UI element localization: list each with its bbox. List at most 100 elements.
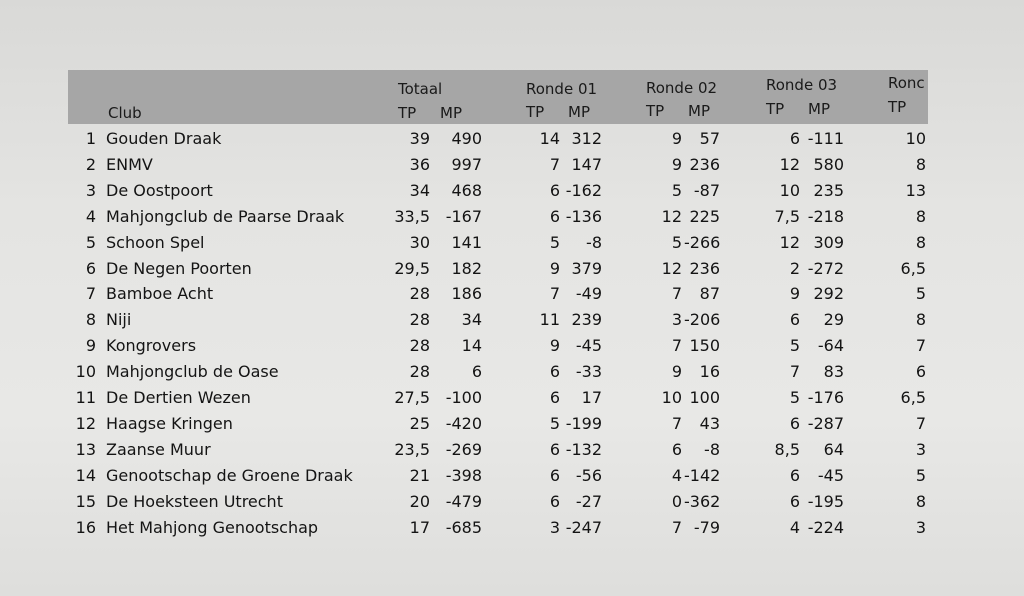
table-row: 6 De Negen Poorten 29,5 182 9 379 12 236 2 -272 6,… (0, 258, 1024, 284)
club-name: Het Mahjong Genootschap (106, 517, 319, 537)
ronde3-mp-cell: 235 (813, 180, 844, 200)
rank-cell: 12 (75, 413, 96, 433)
totaal-mp-cell: 186 (451, 284, 482, 304)
totaal-tp-cell: 30 (409, 232, 430, 252)
ronde2-mp-cell: -206 (684, 310, 721, 330)
ronde4-tp-cell: 6 (915, 362, 926, 382)
ronde2-tp-cell: 9 (671, 154, 682, 174)
club-name: Haagse Kringen (106, 413, 233, 433)
ronde4-tp-cell: 7 (915, 413, 926, 433)
ronde2-mp-cell: -8 (704, 439, 720, 459)
table-row: 9 Kongrovers 28 14 9 -45 7 150 5 -64 7 (0, 335, 1024, 361)
ronde4-tp-cell: 3 (915, 517, 926, 537)
ronde2-mp-cell: 43 (699, 413, 720, 433)
ronde1-mp-cell: -8 (586, 232, 602, 252)
club-name: Kongrovers (106, 336, 197, 356)
club-name: Niji (106, 310, 132, 330)
totaal-tp-cell: 23,5 (394, 439, 430, 459)
totaal-mp-cell: 182 (451, 258, 482, 278)
ronde2-mp-cell: -266 (684, 232, 721, 252)
rank-cell: 14 (75, 465, 96, 485)
ronde3-tp-cell: 5 (789, 336, 800, 356)
ronde2-tp-cell: 7 (671, 284, 682, 304)
ronde2-tp-cell: 7 (671, 413, 682, 433)
totaal-mp-cell: 997 (451, 154, 482, 174)
ronde3-mp-cell: -195 (807, 491, 844, 511)
club-name: De Hoeksteen Utrecht (106, 491, 283, 511)
totaal-tp-cell: 33,5 (394, 206, 430, 226)
ronde3-mp-cell: 292 (813, 284, 844, 304)
ronde1-tp-cell: 6 (549, 439, 560, 459)
header-ronde-02: Ronde 02 (646, 79, 718, 97)
club-name: Gouden Draak (106, 129, 222, 148)
ronde1-mp-cell: -33 (575, 362, 602, 382)
club-name: ENMV (106, 154, 153, 174)
table-header-band (68, 70, 928, 124)
club-name: Mahjongclub de Oase (106, 362, 279, 382)
ronde3-mp-cell: -272 (807, 258, 844, 278)
ronde2-tp-cell: 9 (671, 362, 682, 382)
ronde2-mp-cell: 236 (689, 154, 720, 174)
totaal-mp-cell: 34 (461, 310, 482, 330)
totaal-mp-cell: 468 (451, 180, 482, 200)
ronde1-mp-cell: -49 (575, 284, 602, 304)
totaal-mp-cell: -269 (445, 439, 482, 459)
table-row: 10 Mahjongclub de Oase 28 6 6 -33 9 16 7 83 6 (0, 361, 1024, 387)
ronde4-tp-cell: 6,5 (900, 388, 926, 407)
totaal-tp-cell: 21 (409, 465, 430, 485)
ronde1-tp-cell: 6 (549, 180, 560, 200)
rank-cell: 16 (75, 517, 96, 537)
ronde1-mp-cell: 17 (581, 388, 602, 407)
ronde1-tp-cell: 14 (539, 129, 560, 148)
rank-cell: 4 (85, 206, 96, 226)
header-r2-tp: TP (646, 102, 665, 120)
header-r4-tp: TP (888, 98, 907, 116)
ronde3-mp-cell: -45 (817, 465, 844, 485)
club-name: Genootschap de Groene Draak (106, 465, 353, 485)
ronde1-mp-cell: -136 (565, 206, 602, 226)
club-name: Schoon Spel (106, 232, 205, 252)
ronde3-mp-cell: -64 (817, 336, 844, 356)
rank-cell: 2 (85, 154, 96, 174)
rank-cell: 3 (85, 180, 96, 200)
ronde2-mp-cell: -87 (693, 180, 720, 200)
header-r1-mp: MP (568, 103, 590, 121)
club-name: De Negen Poorten (106, 258, 252, 278)
rank-cell: 1 (85, 129, 96, 148)
header-totaal-tp: TP (398, 104, 417, 122)
header-r1-tp: TP (526, 103, 545, 121)
totaal-tp-cell: 25 (409, 413, 430, 433)
club-name: Zaanse Muur (106, 439, 211, 459)
ronde1-mp-cell: 239 (571, 310, 602, 330)
rank-cell: 15 (75, 491, 96, 511)
ronde3-mp-cell: -218 (807, 206, 844, 226)
ronde4-tp-cell: 8 (915, 232, 926, 252)
ronde1-mp-cell: 312 (571, 129, 602, 148)
ronde3-mp-cell: 309 (813, 232, 844, 252)
ronde1-mp-cell: 379 (571, 258, 602, 278)
totaal-mp-cell: 14 (461, 336, 482, 356)
ronde2-mp-cell: 87 (699, 284, 720, 304)
totaal-mp-cell: -479 (445, 491, 482, 511)
ronde3-tp-cell: 6 (789, 413, 800, 433)
club-name: Mahjongclub de Paarse Draak (106, 206, 345, 226)
rank-cell: 13 (75, 439, 96, 459)
ronde2-mp-cell: 236 (689, 258, 720, 278)
table-row: 7 Bamboe Acht 28 186 7 -49 7 87 9 292 5 (0, 283, 1024, 309)
ronde1-mp-cell: -45 (575, 336, 602, 356)
table-row: 12 Haagse Kringen 25 -420 5 -199 7 43 6 -287 7 (0, 413, 1024, 439)
table-row: 4 Mahjongclub de Paarse Draak 33,5 -167 6 -13… (0, 206, 1024, 232)
totaal-tp-cell: 29,5 (394, 258, 430, 278)
rank-cell: 6 (85, 258, 96, 278)
totaal-mp-cell: 490 (451, 129, 482, 148)
ronde1-tp-cell: 6 (549, 206, 560, 226)
ronde3-tp-cell: 12 (779, 154, 800, 174)
ronde3-tp-cell: 12 (779, 232, 800, 252)
ronde1-mp-cell: -162 (565, 180, 602, 200)
totaal-tp-cell: 28 (409, 362, 430, 382)
ronde4-tp-cell: 8 (915, 206, 926, 226)
totaal-tp-cell: 28 (409, 310, 430, 330)
header-r3-mp: MP (808, 100, 830, 118)
rank-cell: 5 (85, 232, 96, 252)
